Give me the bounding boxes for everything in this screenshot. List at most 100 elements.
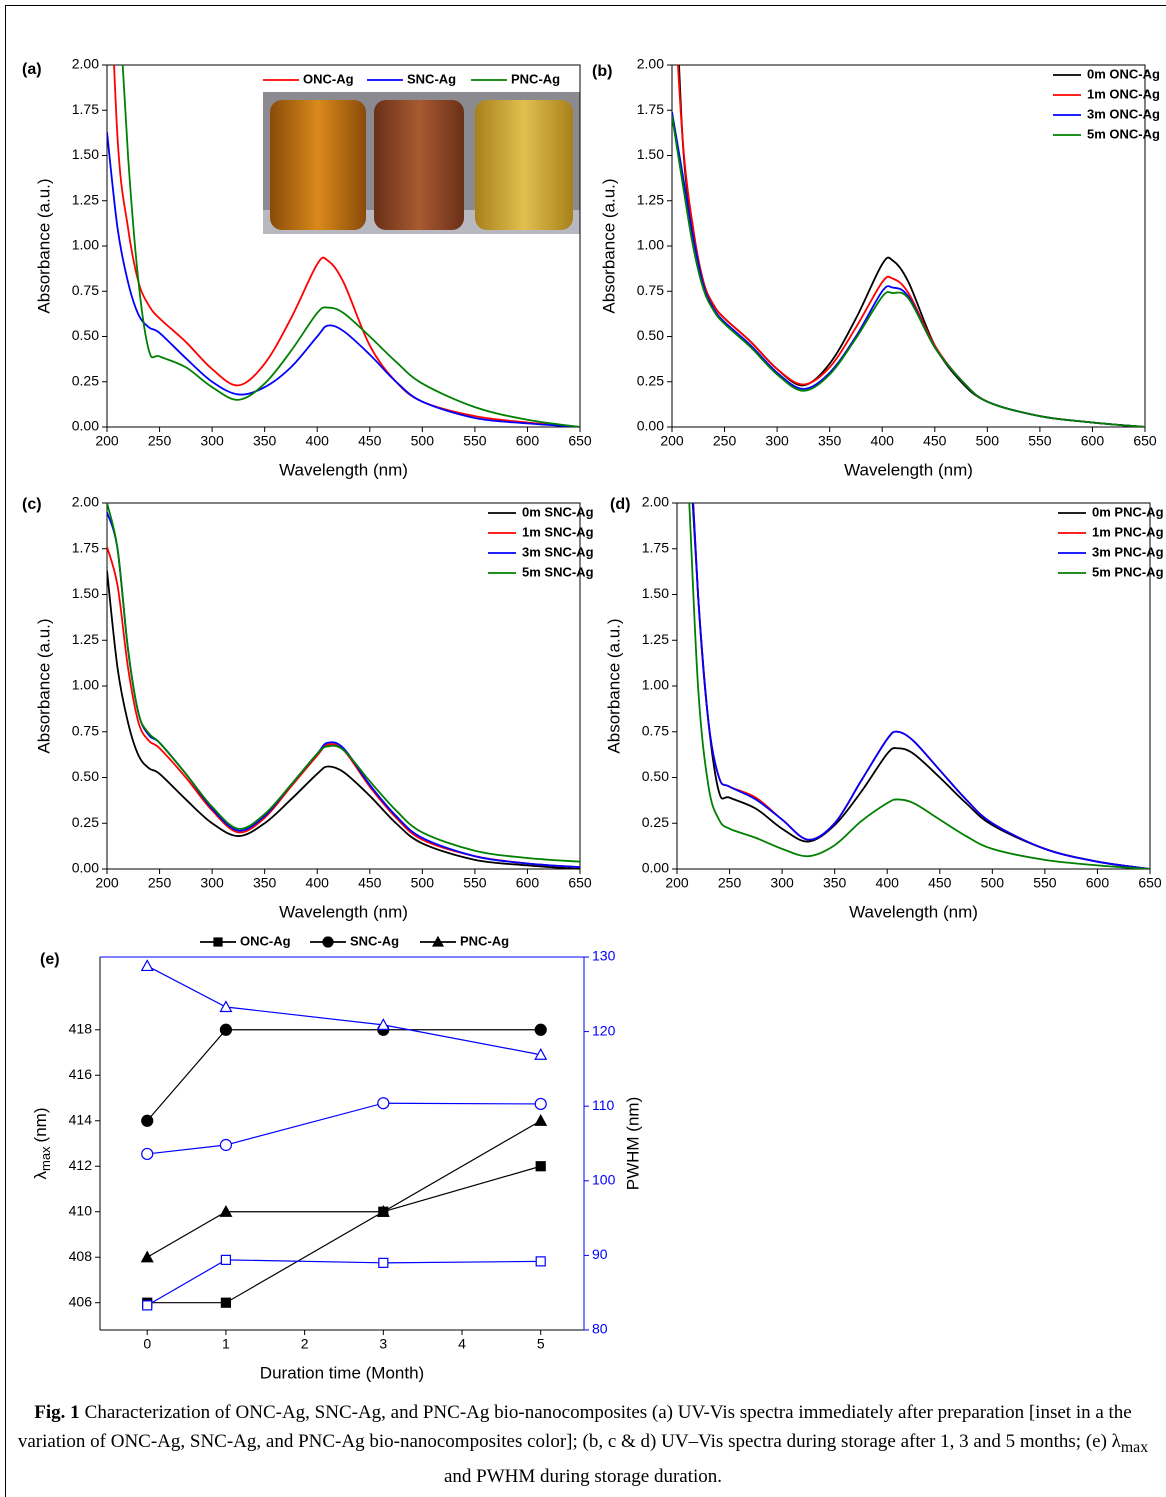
- y-tick-label: 0.00: [72, 418, 99, 434]
- caption-label: Fig. 1: [34, 1402, 80, 1423]
- x-tick-label: 350: [823, 875, 847, 891]
- y-axis-label: Absorbance (a.u.): [604, 618, 623, 753]
- panel-label: (b): [592, 63, 612, 80]
- y-tick-label: 410: [69, 1202, 93, 1218]
- legend-label: 0m PNC-Ag: [1092, 504, 1164, 519]
- marker: [431, 935, 445, 947]
- y2-tick-label: 80: [592, 1321, 608, 1337]
- x-tick-label: 300: [765, 433, 789, 449]
- x-tick-label: 250: [148, 875, 172, 891]
- y-tick-label: 2.00: [642, 494, 669, 510]
- y-tick-label: 1.50: [637, 146, 664, 162]
- y-label-unit: (nm): [31, 1107, 50, 1142]
- x-tick-label: 550: [1028, 433, 1052, 449]
- y-tick-label: 1.00: [72, 237, 99, 253]
- data-line: [107, 131, 580, 427]
- marker: [534, 1097, 547, 1111]
- y-axis-label: Absorbance (a.u.): [34, 618, 53, 753]
- marker: [219, 1138, 233, 1152]
- legend-label: 5m ONC-Ag: [1087, 126, 1160, 141]
- x-tick-label: 300: [200, 875, 224, 891]
- data-line: [692, 503, 1150, 869]
- marker: [535, 1161, 546, 1172]
- x-tick-label: 300: [770, 875, 794, 891]
- marker: [376, 1018, 390, 1030]
- y2-tick-label: 100: [592, 1172, 616, 1188]
- marker: [377, 1097, 390, 1110]
- marker: [534, 1047, 548, 1060]
- y-tick-label: 1.25: [642, 631, 669, 647]
- y-tick-label: 1.75: [72, 101, 99, 117]
- plot-area: [688, 503, 1150, 869]
- x-tick-label: 650: [568, 433, 592, 449]
- x-tick-label: 550: [463, 875, 487, 891]
- data-line: [107, 503, 580, 863]
- y2-tick-label: 110: [592, 1097, 615, 1113]
- caption-subscript: max: [1120, 1438, 1149, 1456]
- plot-area: [140, 959, 548, 1311]
- plot-frame: [106, 502, 581, 870]
- x-tick-label: 200: [95, 433, 119, 449]
- x-tick-label: 600: [516, 875, 540, 891]
- y-tick-label: 416: [69, 1066, 93, 1082]
- x-tick-label: 200: [665, 875, 689, 891]
- plot-frame: [106, 64, 581, 428]
- y-tick-label: 0.25: [72, 372, 99, 388]
- legend-label: SNC-Ag: [407, 71, 456, 86]
- y-tick-label: 0.25: [637, 372, 664, 388]
- y-tick-label: 1.75: [637, 101, 664, 117]
- x-tick-label: 650: [1133, 433, 1157, 449]
- marker: [376, 1204, 390, 1217]
- panel-label: (a): [22, 61, 42, 78]
- data-line: [688, 503, 1150, 869]
- x-tick-label: 600: [1086, 875, 1110, 891]
- y-tick-label: 0.00: [642, 860, 669, 876]
- legend-label: 1m SNC-Ag: [522, 524, 594, 539]
- y-tick-label: 0.50: [72, 768, 99, 784]
- y-tick-label: 0.75: [637, 282, 664, 298]
- legend-label: 0m ONC-Ag: [1087, 66, 1160, 81]
- marker: [141, 1114, 154, 1127]
- marker: [141, 1147, 154, 1161]
- x-tick-label: 200: [660, 433, 684, 449]
- data-line: [121, 65, 580, 427]
- y-tick-label: 1.25: [72, 191, 99, 207]
- marker: [322, 936, 334, 948]
- y-tick-label: 0.00: [72, 860, 99, 876]
- x-tick-label: 400: [306, 433, 330, 449]
- y-tick-label: 408: [69, 1248, 93, 1264]
- y2-axis-label: PWHM (nm): [623, 1097, 642, 1190]
- data-line: [677, 65, 1145, 427]
- x-tick-label: 650: [568, 875, 592, 891]
- marker: [219, 1023, 233, 1036]
- x-tick-label: 250: [713, 433, 737, 449]
- marker: [534, 1023, 547, 1036]
- data-line: [672, 115, 1145, 427]
- marker: [219, 1000, 233, 1013]
- marker: [378, 1257, 389, 1268]
- x-tick-label: 350: [253, 433, 277, 449]
- x-tick-label: 450: [358, 875, 382, 891]
- x-tick-label: 1: [222, 1336, 230, 1352]
- data-line: [147, 1165, 541, 1304]
- data-line: [692, 503, 1150, 869]
- data-line: [146, 1120, 542, 1258]
- x-tick-label: 200: [95, 875, 119, 891]
- x-tick-label: 450: [928, 875, 952, 891]
- y-tick-label: 418: [69, 1020, 93, 1036]
- y-tick-label: 414: [69, 1111, 93, 1127]
- data-line: [147, 1102, 541, 1155]
- x-tick-label: 400: [306, 875, 330, 891]
- x-tick-label: 3: [379, 1336, 387, 1352]
- y-axis-label: λmax (nm): [31, 1107, 53, 1179]
- data-line: [107, 546, 580, 869]
- x-tick-label: 600: [1081, 433, 1105, 449]
- plot-frame: [671, 64, 1146, 428]
- y-tick-label: 1.00: [637, 237, 664, 253]
- y-tick-label: 406: [69, 1293, 93, 1309]
- x-tick-label: 350: [253, 875, 277, 891]
- data-line: [672, 111, 1145, 427]
- figure: (a)200 250 300 350 400 450 500 550 600 6500.000.2…: [22, 56, 1164, 1383]
- marker: [142, 1300, 153, 1311]
- y-tick-label: 412: [69, 1157, 93, 1173]
